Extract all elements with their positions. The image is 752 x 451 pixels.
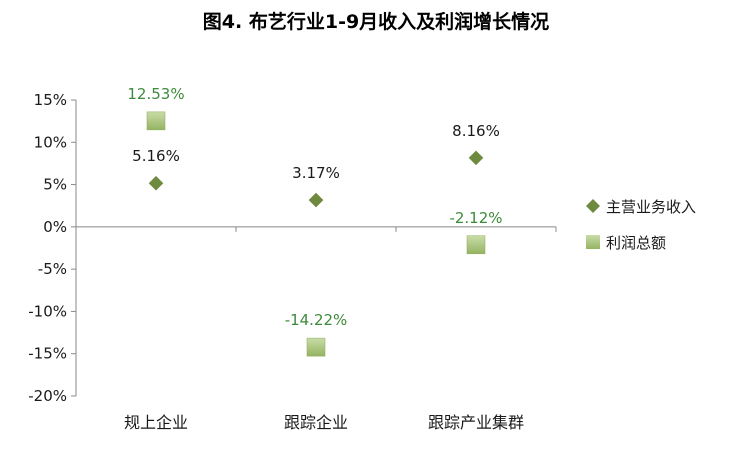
y-tick-label: -5% (38, 260, 67, 278)
revenue-point (467, 149, 485, 167)
legend-marker-diamond (586, 199, 600, 213)
revenue-point (147, 174, 165, 192)
data-label: 8.16% (452, 122, 500, 140)
data-label: -14.22% (285, 311, 348, 329)
x-category-label: 跟踪企业 (284, 413, 348, 432)
y-tick-label: -15% (28, 345, 67, 363)
profit-point (466, 235, 486, 255)
axes: 15% 10% 5% 0% -5% -10% -15% -20% 规上企业 跟踪企业 跟踪产业集群 (28, 91, 557, 432)
data-label: 12.53% (127, 85, 184, 103)
data-label: 3.17% (292, 164, 340, 182)
legend-label: 主营业务收入 (606, 198, 696, 216)
y-tick-label: 0% (43, 218, 67, 236)
x-category-label: 跟踪产业集群 (428, 413, 524, 432)
data-label: -2.12% (449, 209, 502, 227)
y-tick-label: 15% (34, 91, 67, 109)
profit-point (306, 337, 326, 357)
profit-point (146, 111, 166, 131)
revenue-point (307, 191, 325, 209)
data-marks: 5.16% 3.17% 8.16% 12.53% -14.22% -2.12% (127, 85, 503, 357)
data-label: 5.16% (132, 147, 180, 165)
x-category-label: 规上企业 (124, 413, 188, 432)
y-tick-label: -20% (28, 387, 67, 405)
y-tick-label: -10% (28, 302, 67, 320)
y-tick-label: 10% (34, 133, 67, 151)
chart-title: 图4. 布艺行业1-9月收入及利润增长情况 (203, 10, 549, 33)
legend-label: 利润总额 (606, 234, 666, 252)
y-tick-label: 5% (43, 176, 67, 194)
legend-marker-square (586, 235, 600, 249)
